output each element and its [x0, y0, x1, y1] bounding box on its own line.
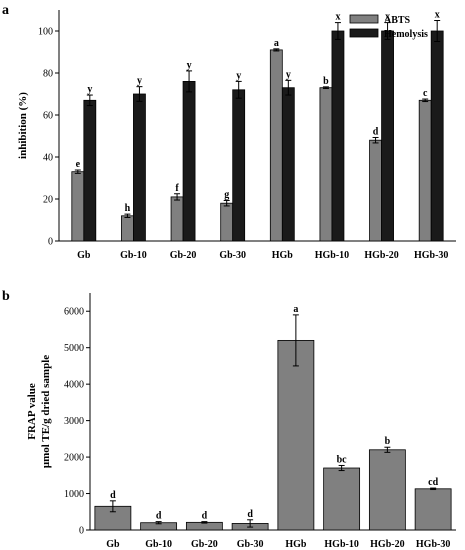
- legend-label-abts: ABTS: [384, 15, 411, 26]
- y-tick-label: 0: [48, 237, 53, 248]
- significance-letter: b: [385, 436, 391, 447]
- bar-abts-2: [170, 196, 184, 242]
- significance-letter: y: [236, 70, 241, 81]
- x-tick-label: HGb-10: [315, 250, 349, 261]
- significance-letter: d: [247, 509, 253, 520]
- legend-label-hemolysis: Hemolysis: [384, 29, 428, 40]
- bar-hemolysis-0: [83, 99, 97, 242]
- y-axis-title-line2: μmol TE/g dried sample: [40, 355, 52, 468]
- y-tick-label: 6000: [64, 307, 84, 318]
- bar-hemolysis-4: [281, 87, 295, 242]
- significance-letter: cd: [428, 477, 438, 488]
- panel-b-label: b: [2, 289, 10, 304]
- bar-series-4: [277, 339, 315, 531]
- x-tick-label: HGb-30: [416, 539, 450, 550]
- y-axis-title: FRAP value: [26, 383, 38, 440]
- bar-hemolysis-2: [182, 81, 196, 242]
- bar-abts-0: [71, 171, 85, 242]
- y-tick-label: 80: [43, 69, 53, 80]
- significance-letter: x: [435, 10, 440, 21]
- significance-letter: f: [175, 183, 179, 194]
- significance-letter: d: [373, 126, 379, 137]
- significance-letter: x: [385, 12, 390, 23]
- significance-letter: a: [274, 38, 279, 49]
- y-tick-label: 1000: [64, 489, 84, 500]
- bar-hemolysis-1: [133, 93, 146, 242]
- significance-letter: b: [323, 76, 329, 87]
- y-tick-label: 20: [43, 195, 53, 206]
- significance-letter: a: [293, 304, 298, 315]
- panel-a-label: a: [2, 3, 9, 18]
- significance-letter: bc: [337, 454, 348, 465]
- significance-letter: y: [286, 69, 291, 80]
- x-tick-label: HGb-10: [324, 539, 358, 550]
- y-tick-label: 40: [43, 153, 53, 164]
- x-tick-label: HGb: [272, 250, 294, 261]
- y-tick-label: 60: [43, 111, 53, 122]
- significance-letter: c: [423, 88, 428, 99]
- legend-swatch-abts: [349, 14, 379, 24]
- x-tick-label: Gb: [106, 539, 120, 550]
- y-tick-label: 4000: [64, 380, 84, 391]
- panel-a-inhibition-chart: a 0 20 40 60 80 100 Gb Gb-10 Gb-20 Gb-30 HGb HGb-10…: [2, 3, 456, 261]
- bar-abts-6: [369, 139, 382, 242]
- bar-abts-3: [220, 202, 234, 242]
- bar-abts-7: [418, 99, 432, 242]
- bar-hemolysis-7: [430, 30, 444, 242]
- significance-letter: y: [187, 60, 192, 71]
- significance-letter: x: [335, 12, 340, 23]
- y-axis-title: inhibition (%): [17, 92, 29, 159]
- legend-swatch-hemolysis: [349, 28, 379, 38]
- bar-series-6: [368, 449, 406, 531]
- bar-series-7: [414, 488, 452, 531]
- bar-series-5: [323, 467, 361, 531]
- y-tick-label: 100: [38, 27, 53, 38]
- bar-abts-1: [121, 215, 134, 242]
- x-tick-label: Gb-30: [219, 250, 246, 261]
- significance-letter: y: [137, 76, 142, 87]
- significance-letter: d: [110, 490, 116, 501]
- panel-b-frap-chart: b 0 1000 2000 3000 4000 5000 6000 Gb Gb-10 Gb-20 G…: [2, 289, 456, 550]
- bar-hemolysis-5: [331, 30, 345, 242]
- y-tick-label: 2000: [64, 453, 84, 464]
- x-tick-label: Gb-10: [145, 539, 172, 550]
- y-tick-label: 5000: [64, 343, 84, 354]
- y-tick-label: 3000: [64, 416, 84, 427]
- significance-letter: g: [224, 189, 229, 200]
- x-tick-label: Gb-30: [237, 539, 264, 550]
- x-tick-label: Gb: [77, 250, 91, 261]
- bar-abts-4: [269, 49, 283, 242]
- significance-letter: d: [156, 511, 162, 522]
- x-tick-label: HGb-20: [370, 539, 404, 550]
- x-tick-label: HGb-30: [414, 250, 448, 261]
- significance-letter: h: [125, 203, 131, 214]
- bar-hemolysis-6: [381, 30, 394, 242]
- x-tick-label: HGb-20: [364, 250, 398, 261]
- significance-letter: d: [202, 511, 208, 522]
- x-tick-label: Gb-20: [191, 539, 218, 550]
- significance-letter: e: [76, 159, 81, 170]
- significance-letter: y: [87, 84, 92, 95]
- bar-abts-5: [319, 87, 333, 242]
- x-tick-label: HGb: [285, 539, 307, 550]
- y-tick-label: 0: [79, 526, 84, 537]
- bar-hemolysis-3: [232, 89, 246, 242]
- x-tick-label: Gb-10: [120, 250, 147, 261]
- x-tick-label: Gb-20: [170, 250, 197, 261]
